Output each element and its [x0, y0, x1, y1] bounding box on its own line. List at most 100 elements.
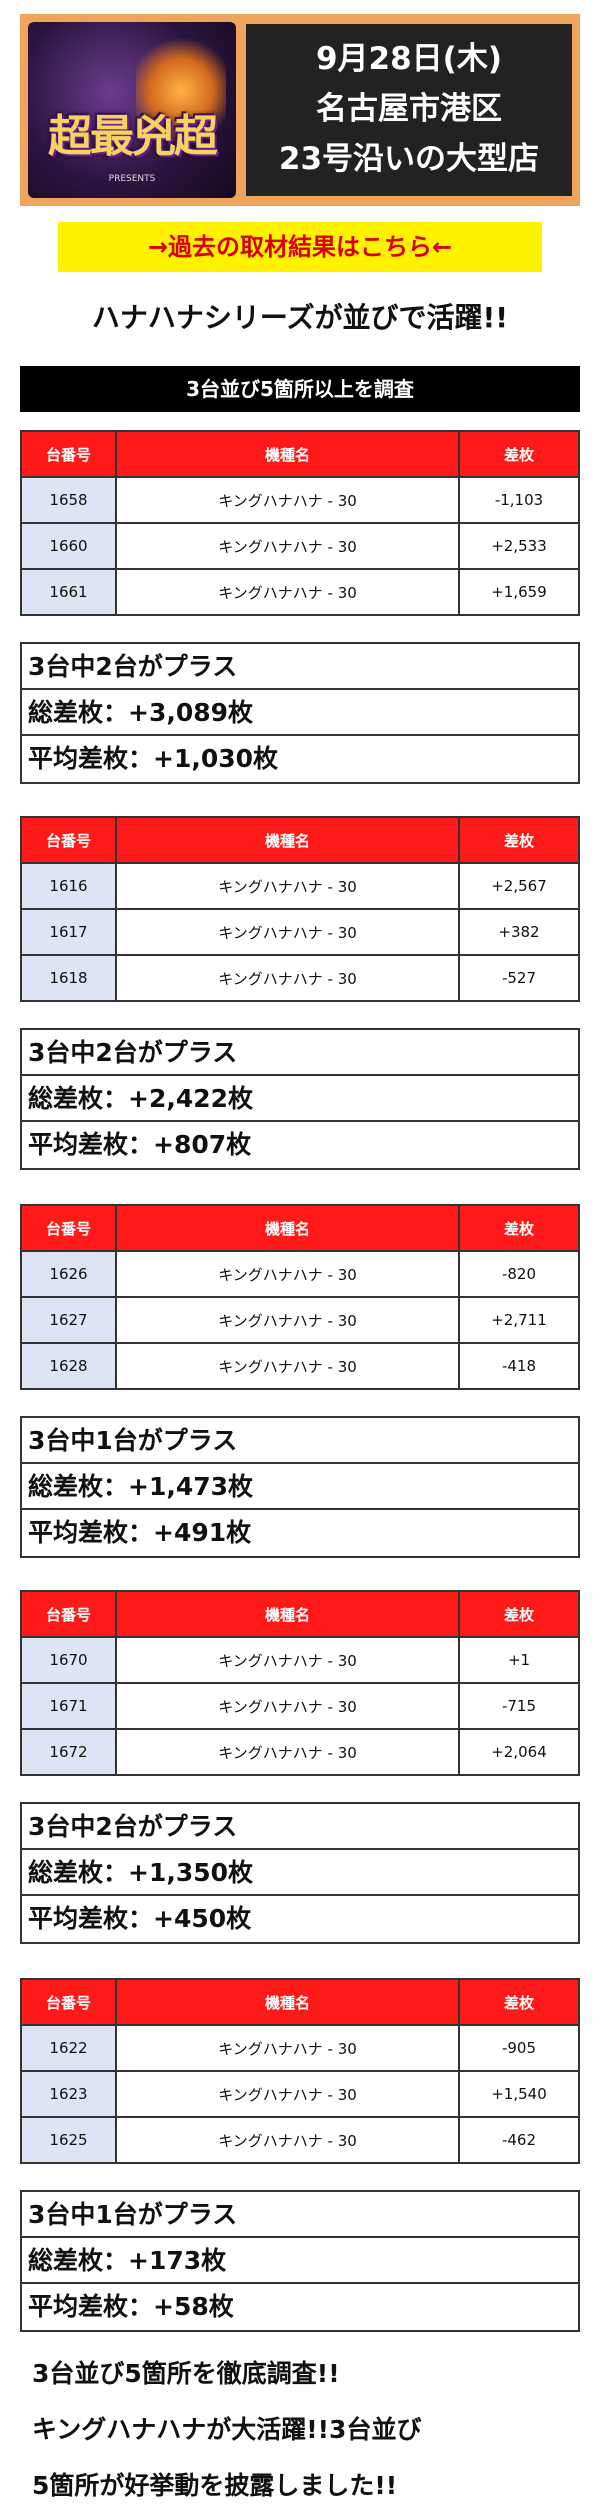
coin-diff: -1,103 — [458, 476, 580, 524]
event-store: 23号沿いの大型店 — [278, 141, 540, 177]
summary-total: 総差枚：+2,422枚 — [22, 1076, 578, 1122]
header-number: 台番号 — [20, 1590, 117, 1638]
coin-diff: +2,064 — [458, 1728, 580, 1776]
machine-model: キングハナハナ - 30 — [115, 568, 460, 616]
coin-diff: +2,533 — [458, 522, 580, 570]
table-row: 1658 キングハナハナ - 30 -1,103 — [20, 476, 580, 524]
header-number: 台番号 — [20, 430, 117, 478]
header-model: 機種名 — [115, 816, 460, 864]
machine-number: 1670 — [20, 1636, 117, 1684]
header-model: 機種名 — [115, 1590, 460, 1638]
machine-model: キングハナハナ - 30 — [115, 2116, 460, 2164]
coin-diff: +1,540 — [458, 2070, 580, 2118]
table-row: 1628 キングハナハナ - 30 -418 — [20, 1342, 580, 1390]
header-number: 台番号 — [20, 1978, 117, 2026]
machine-number: 1625 — [20, 2116, 117, 2164]
table-row: 1626 キングハナハナ - 30 -820 — [20, 1250, 580, 1298]
machine-model: キングハナハナ - 30 — [115, 1682, 460, 1730]
header-number: 台番号 — [20, 816, 117, 864]
table-header-row: 台番号 機種名 差枚 — [20, 1590, 580, 1638]
coin-diff: -462 — [458, 2116, 580, 2164]
summary-average: 平均差枚：+807枚 — [28, 1130, 252, 1159]
header-number: 台番号 — [20, 1204, 117, 1252]
summary-total: 総差枚：+3,089枚 — [22, 690, 578, 736]
machine-number: 1658 — [20, 476, 117, 524]
table-row: 1627 キングハナハナ - 30 +2,711 — [20, 1296, 580, 1344]
table-row: 1670 キングハナハナ - 30 +1 — [20, 1636, 580, 1684]
machine-model: キングハナハナ - 30 — [115, 862, 460, 910]
table-row: 1661 キングハナハナ - 30 +1,659 — [20, 568, 580, 616]
machine-model: キングハナハナ - 30 — [115, 908, 460, 956]
summary-result: 3台中1台がプラス — [22, 2192, 578, 2238]
footer-line: 5箇所が好挙動を披露しました!! — [32, 2471, 398, 2500]
coin-diff: +2,711 — [458, 1296, 580, 1344]
summary-average: 平均差枚：+1,030枚 — [28, 744, 279, 773]
event-location: 名古屋市港区 — [316, 91, 502, 127]
group-summary: 3台中1台がプラス 総差枚：+1,473枚平均差枚：+491枚 — [20, 1416, 580, 1558]
summary-result: 3台中1台がプラス — [22, 1418, 578, 1464]
summary-result: 3台中2台がプラス — [22, 644, 578, 690]
coin-diff: -715 — [458, 1682, 580, 1730]
coin-diff: -820 — [458, 1250, 580, 1298]
summary-total: 総差枚：+1,350枚 — [22, 1850, 578, 1896]
group-summary: 3台中2台がプラス 総差枚：+1,350枚平均差枚：+450枚 — [20, 1802, 580, 1944]
machine-model: キングハナハナ - 30 — [115, 954, 460, 1002]
event-info-box: 9月28日(木) 名古屋市港区 23号沿いの大型店 — [246, 24, 572, 196]
group-summary: 3台中2台がプラス 総差枚：+2,422枚平均差枚：+807枚 — [20, 1028, 580, 1170]
table-header-row: 台番号 機種名 差枚 — [20, 1978, 580, 2026]
table-row: 1660 キングハナハナ - 30 +2,533 — [20, 522, 580, 570]
header-diff: 差枚 — [458, 816, 580, 864]
header-diff: 差枚 — [458, 1590, 580, 1638]
summary-result: 3台中2台がプラス — [22, 1030, 578, 1076]
machine-number: 1616 — [20, 862, 117, 910]
results-table: 台番号 機種名 差枚 1658 キングハナハナ - 30 -1,103 1660 キングハナハ… — [20, 430, 580, 616]
logo-flare-graphic — [136, 36, 226, 146]
footer-line: 3台並び5箇所を徹底調査!! — [32, 2359, 340, 2388]
coin-diff: -527 — [458, 954, 580, 1002]
coin-diff: -418 — [458, 1342, 580, 1390]
past-results-link[interactable]: →過去の取材結果はこちら← — [58, 222, 542, 272]
machine-number: 1660 — [20, 522, 117, 570]
summary-average: 平均差枚：+58枚 — [28, 2292, 234, 2321]
results-table: 台番号 機種名 差枚 1622 キングハナハナ - 30 -905 1623 キングハナハナ … — [20, 1978, 580, 2164]
coin-diff: +1,659 — [458, 568, 580, 616]
results-table: 台番号 機種名 差枚 1626 キングハナハナ - 30 -820 1627 キングハナハナ … — [20, 1204, 580, 1390]
summary-average: 平均差枚：+450枚 — [28, 1904, 252, 1933]
machine-number: 1672 — [20, 1728, 117, 1776]
machine-number: 1661 — [20, 568, 117, 616]
table-row: 1625 キングハナハナ - 30 -462 — [20, 2116, 580, 2164]
machine-model: キングハナハナ - 30 — [115, 522, 460, 570]
machine-model: キングハナハナ - 30 — [115, 1636, 460, 1684]
coin-diff: +2,567 — [458, 862, 580, 910]
results-table: 台番号 機種名 差枚 1670 キングハナハナ - 30 +1 1671 キングハナハナ - … — [20, 1590, 580, 1776]
event-logo: 超最兇超 PRESENTS — [28, 22, 236, 198]
machine-model: キングハナハナ - 30 — [115, 2024, 460, 2072]
table-header-row: 台番号 機種名 差枚 — [20, 430, 580, 478]
header-diff: 差枚 — [458, 1204, 580, 1252]
table-row: 1671 キングハナハナ - 30 -715 — [20, 1682, 580, 1730]
results-table: 台番号 機種名 差枚 1616 キングハナハナ - 30 +2,567 1617 キングハナハ… — [20, 816, 580, 1002]
machine-model: キングハナハナ - 30 — [115, 1296, 460, 1344]
table-row: 1617 キングハナハナ - 30 +382 — [20, 908, 580, 956]
machine-model: キングハナハナ - 30 — [115, 476, 460, 524]
table-row: 1622 キングハナハナ - 30 -905 — [20, 2024, 580, 2072]
header-model: 機種名 — [115, 1204, 460, 1252]
machine-model: キングハナハナ - 30 — [115, 1728, 460, 1776]
summary-total: 総差枚：+1,473枚 — [22, 1464, 578, 1510]
section-title: 3台並び5箇所以上を調査 — [20, 366, 580, 412]
footer-line: キングハナハナが大活躍!!3台並び — [32, 2415, 422, 2444]
coin-diff: -905 — [458, 2024, 580, 2072]
event-date: 9月28日(木) — [315, 41, 503, 77]
machine-number: 1627 — [20, 1296, 117, 1344]
machine-model: キングハナハナ - 30 — [115, 1250, 460, 1298]
summary-result: 3台中2台がプラス — [22, 1804, 578, 1850]
summary-average: 平均差枚：+491枚 — [28, 1518, 252, 1547]
table-header-row: 台番号 機種名 差枚 — [20, 816, 580, 864]
machine-model: キングハナハナ - 30 — [115, 1342, 460, 1390]
header-model: 機種名 — [115, 1978, 460, 2026]
coin-diff: +382 — [458, 908, 580, 956]
machine-number: 1626 — [20, 1250, 117, 1298]
summary-total: 総差枚：+173枚 — [22, 2238, 578, 2284]
header-diff: 差枚 — [458, 1978, 580, 2026]
